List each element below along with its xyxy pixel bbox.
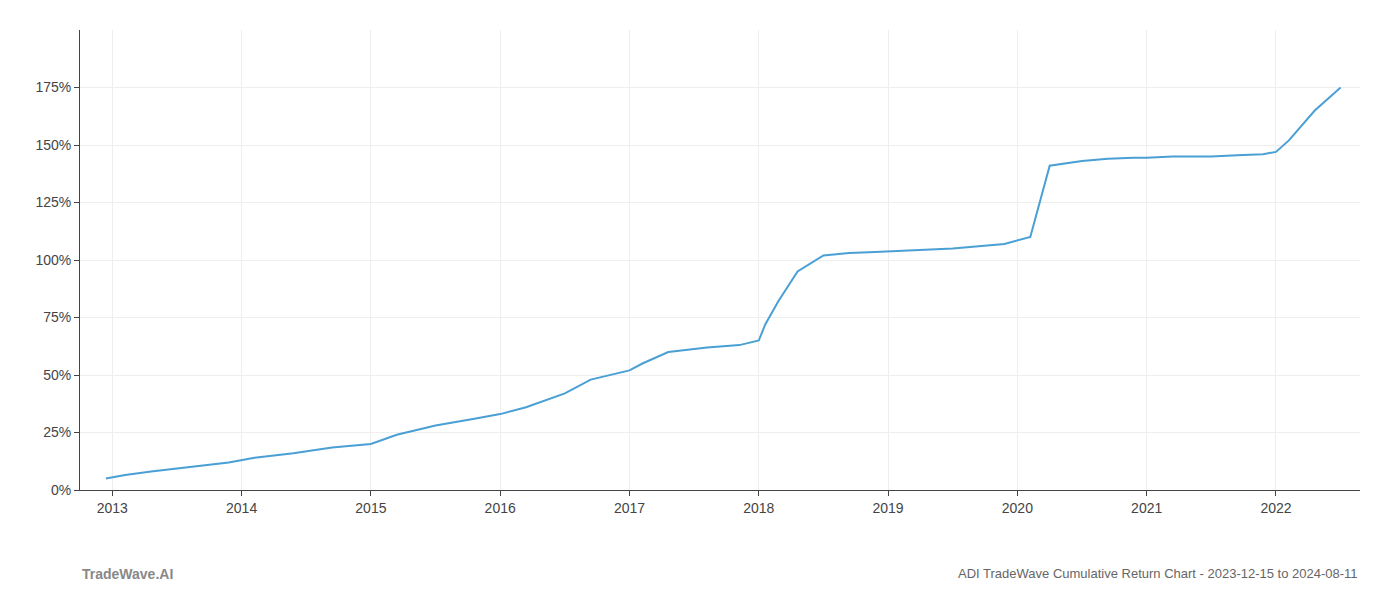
svg-text:2014: 2014 [226,500,257,516]
svg-text:2016: 2016 [485,500,516,516]
svg-text:0%: 0% [51,482,71,498]
svg-text:50%: 50% [43,367,71,383]
svg-text:2013: 2013 [97,500,128,516]
svg-text:TradeWave.AI: TradeWave.AI [82,566,173,582]
svg-text:75%: 75% [43,309,71,325]
svg-text:2019: 2019 [873,500,904,516]
svg-text:2021: 2021 [1131,500,1162,516]
svg-text:100%: 100% [35,252,71,268]
svg-text:2015: 2015 [355,500,386,516]
svg-text:2022: 2022 [1260,500,1291,516]
svg-text:2020: 2020 [1002,500,1033,516]
svg-text:125%: 125% [35,194,71,210]
svg-text:2017: 2017 [614,500,645,516]
svg-text:25%: 25% [43,424,71,440]
svg-text:2018: 2018 [743,500,774,516]
svg-text:175%: 175% [35,79,71,95]
svg-text:ADI TradeWave Cumulative Retur: ADI TradeWave Cumulative Return Chart - … [958,566,1358,581]
svg-text:150%: 150% [35,137,71,153]
